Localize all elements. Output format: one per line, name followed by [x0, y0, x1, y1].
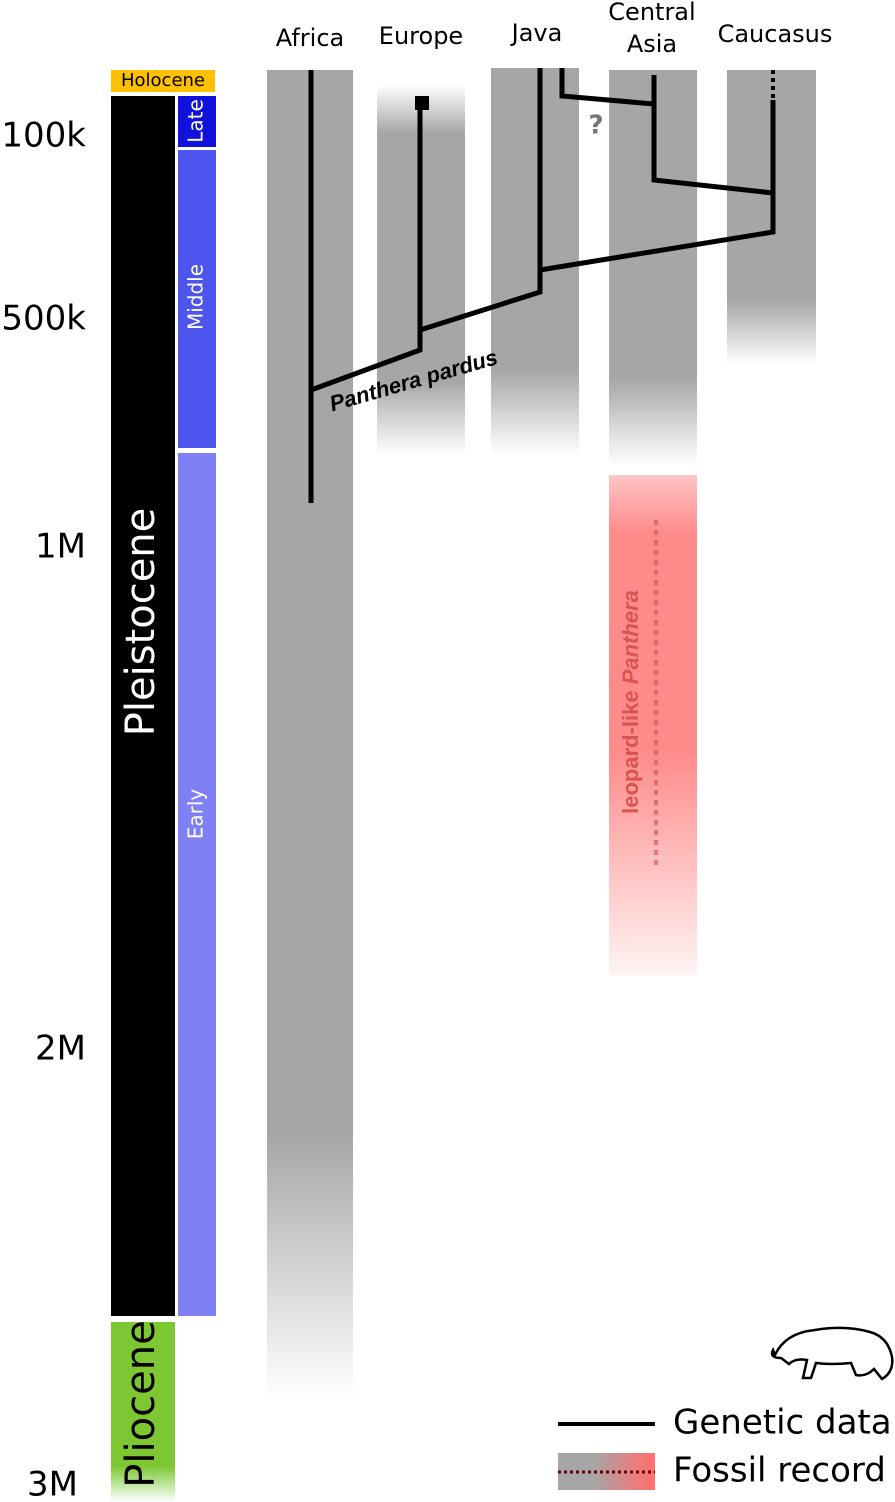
legend-label: Fossil record — [673, 1451, 886, 1491]
age-label: 100k — [1, 116, 86, 156]
region-label: Java — [510, 19, 563, 47]
branch — [651, 75, 774, 196]
text: Central — [608, 0, 695, 26]
early-bar — [178, 453, 216, 1316]
branch-end — [415, 96, 429, 110]
text: Caucasus — [718, 20, 833, 48]
text: Europe — [379, 22, 463, 50]
branch — [539, 100, 776, 273]
legend-label: Genetic data — [673, 1403, 892, 1443]
region-label: Africa — [276, 24, 344, 52]
branch — [310, 103, 423, 393]
region-label: Caucasus — [718, 20, 833, 48]
age-label: 2M — [35, 1029, 86, 1069]
text: Java — [510, 19, 563, 47]
age-label: 3M — [27, 1465, 78, 1502]
age-label: 500k — [1, 299, 86, 339]
region-label: Central Asia — [608, 0, 695, 58]
region-label: Europe — [379, 22, 463, 50]
epoch-label: Pliocene — [118, 1320, 164, 1487]
epoch-label: Pleistocene — [118, 508, 164, 737]
range-column — [491, 68, 579, 455]
pliocene-bar — [111, 1322, 175, 1502]
branch — [559, 68, 655, 107]
holocene-bar — [111, 70, 215, 92]
stage-label: Early — [184, 789, 208, 840]
leopard-icon — [770, 1326, 894, 1381]
stage-label: Late — [184, 99, 208, 143]
text: Africa — [276, 24, 344, 52]
text: Panthera — [618, 590, 643, 684]
text: Asia — [627, 30, 677, 58]
fossil-column — [609, 475, 697, 975]
stage-label: Middle — [184, 264, 208, 330]
epoch-label: Holocene — [121, 70, 205, 91]
branch — [419, 68, 543, 333]
late-bar — [178, 96, 216, 147]
uncertain-mark: ? — [588, 111, 603, 141]
middle-bar — [178, 150, 216, 448]
text: leopard-like — [618, 690, 643, 813]
pleistocene-bar — [111, 96, 175, 1316]
age-label: 1M — [35, 527, 86, 567]
fossil-label: leopard-like Panthera — [618, 590, 643, 814]
